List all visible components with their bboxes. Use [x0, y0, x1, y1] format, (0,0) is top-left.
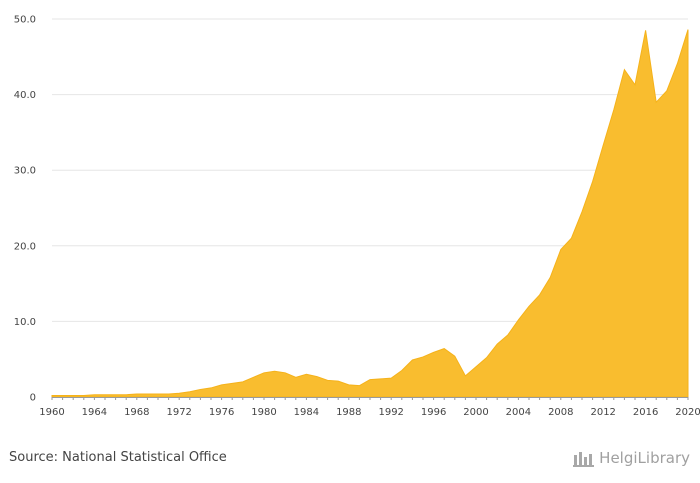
- x-tick-label: 1988: [336, 407, 361, 418]
- source-note: Source: National Statistical Office: [9, 450, 227, 465]
- logo-name-part-1: Helgi: [599, 449, 638, 467]
- y-tick-label: 20.0: [14, 241, 36, 252]
- x-tick-label: 2008: [548, 407, 573, 418]
- x-tick-label: 1992: [378, 407, 403, 418]
- x-tick-label: 2000: [463, 407, 488, 418]
- x-tick-label: 1976: [209, 407, 234, 418]
- y-tick-label: 50.0: [14, 15, 36, 26]
- y-tick-label: 10.0: [14, 317, 36, 328]
- x-tick-label: 1968: [124, 407, 149, 418]
- y-tick-label: 30.0: [14, 166, 36, 177]
- y-axis-labels: 0 10.0 20.0 30.0 40.0 50.0: [14, 15, 36, 404]
- x-tick-label: 1960: [39, 407, 64, 418]
- y-tick-label: 0: [30, 393, 36, 404]
- x-tick-label: 1996: [421, 407, 446, 418]
- x-tick-label: 2016: [633, 407, 658, 418]
- area-chart: 1960 1964 1968 1972 1976 1980 1984 1988 1992 1996…: [14, 15, 700, 419]
- y-tick-label: 40.0: [14, 90, 36, 101]
- x-tick-label: 2012: [590, 407, 615, 418]
- helgi-library-logo: HelgiLibrary: [573, 449, 690, 467]
- library-building-icon: [573, 452, 595, 467]
- area-series: [51, 29, 689, 398]
- x-axis: 1960 1964 1968 1972 1976 1980 1984 1988 1992 1996…: [39, 397, 700, 418]
- x-tick-label: 2020: [675, 407, 700, 418]
- x-tick-label: 1984: [294, 407, 319, 418]
- area-series-layer: [51, 29, 689, 398]
- logo-name-part-2: Library: [637, 449, 690, 467]
- x-tick-label: 1964: [82, 407, 107, 418]
- x-tick-label: 2004: [506, 407, 531, 418]
- x-tick-label: 1980: [251, 407, 276, 418]
- x-tick-label: 1972: [166, 407, 191, 418]
